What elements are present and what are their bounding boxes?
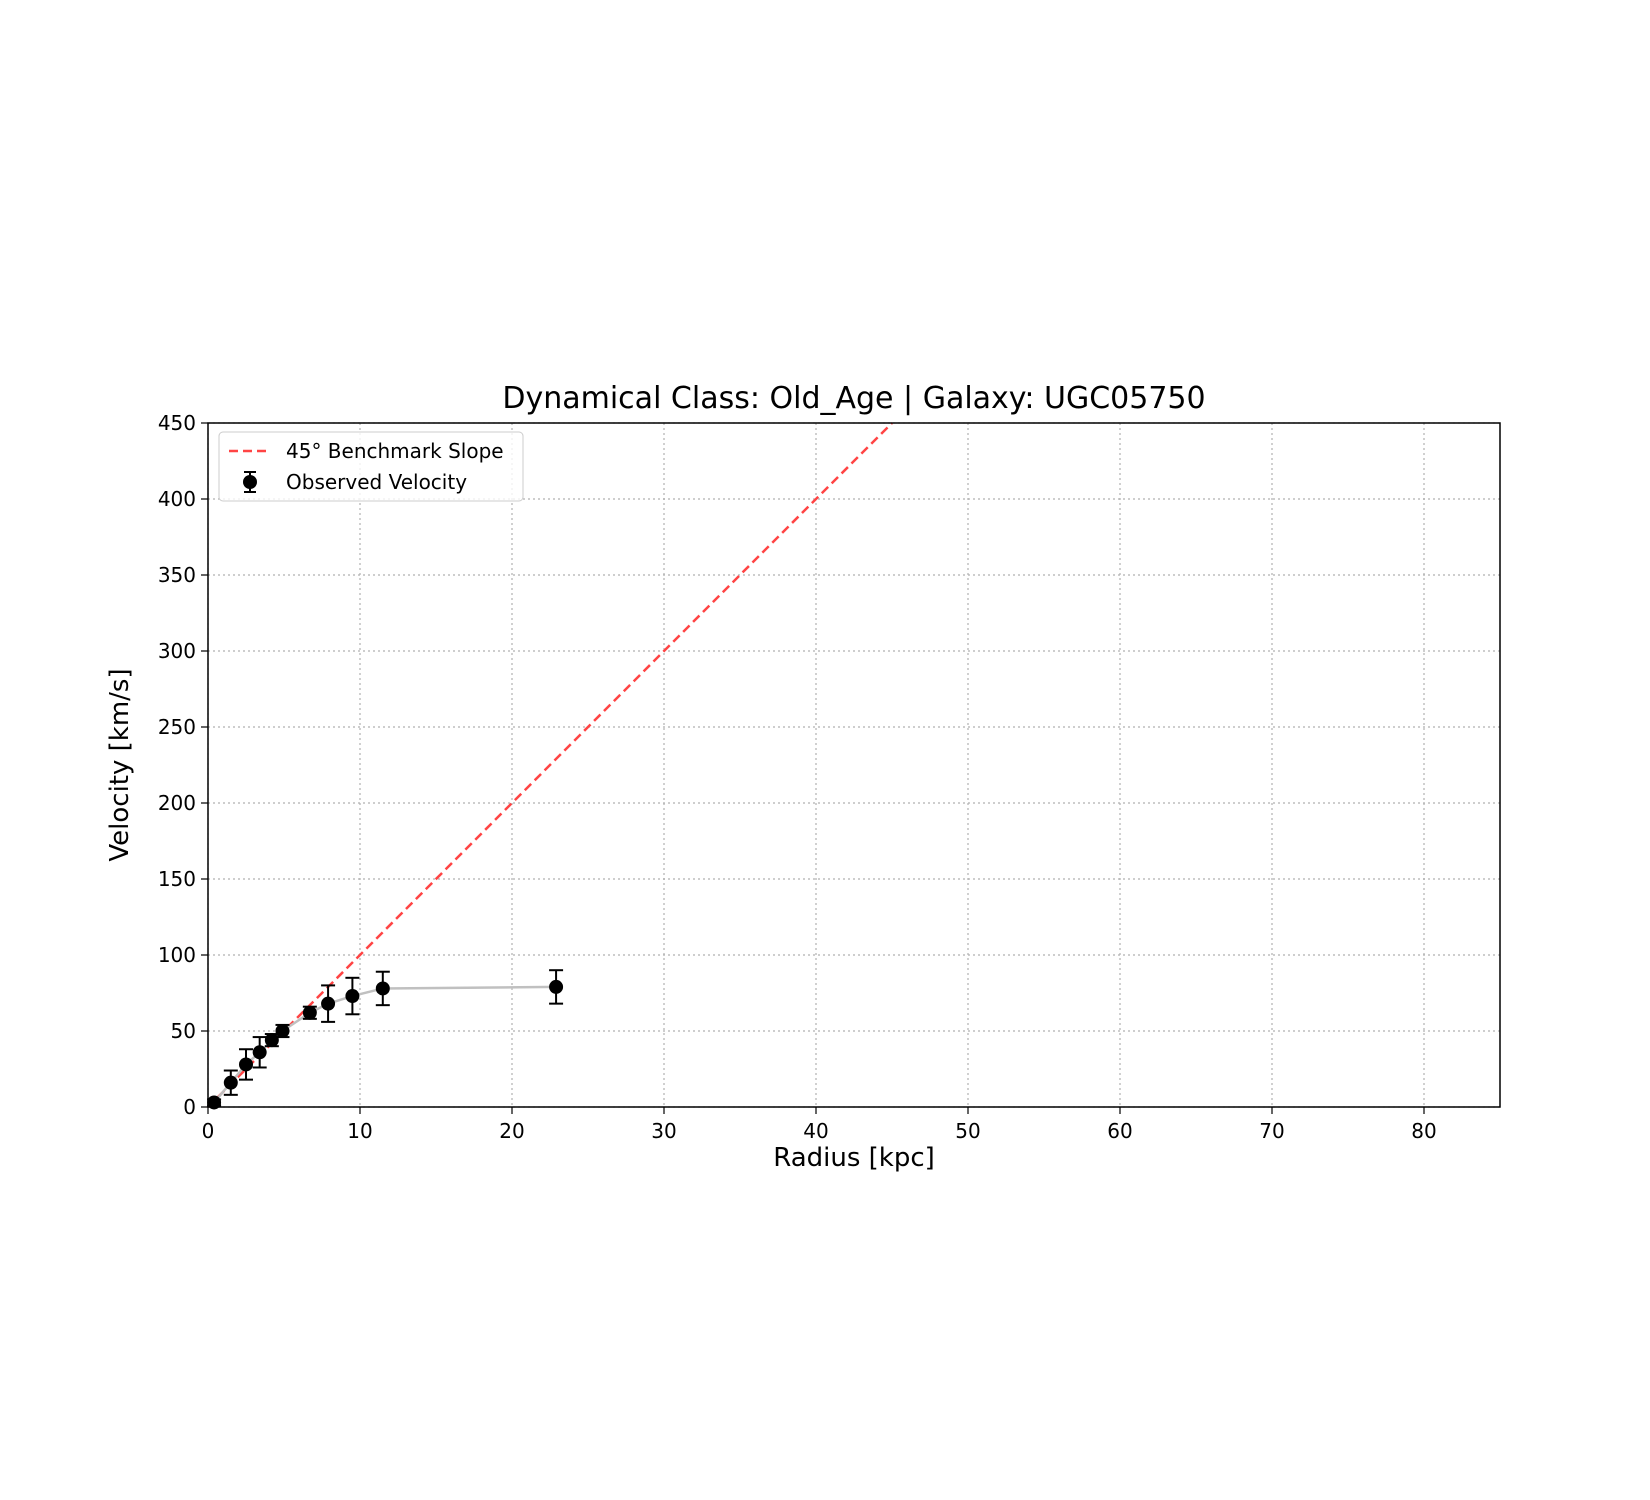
x-tick-label: 40 bbox=[803, 1119, 828, 1143]
benchmark-line bbox=[207, 422, 893, 1108]
x-tick-label: 30 bbox=[651, 1119, 676, 1143]
x-tick-label: 10 bbox=[347, 1119, 372, 1143]
y-tick-label: 450 bbox=[158, 411, 196, 435]
y-axis-label: Velocity [km/s] bbox=[105, 668, 135, 861]
y-tick-label: 350 bbox=[158, 563, 196, 587]
x-tick-label: 20 bbox=[499, 1119, 524, 1143]
y-tick-label: 400 bbox=[158, 487, 196, 511]
grid-layer bbox=[207, 422, 1500, 1108]
data-point bbox=[549, 979, 564, 994]
y-tick-label: 50 bbox=[171, 1019, 196, 1043]
y-tick-label: 200 bbox=[158, 791, 196, 815]
x-tick-label: 50 bbox=[955, 1119, 980, 1143]
data-point bbox=[264, 1033, 279, 1048]
legend-box bbox=[218, 431, 524, 502]
data-point bbox=[275, 1024, 290, 1038]
x-axis-label: Radius [kpc] bbox=[773, 1143, 935, 1173]
data-point bbox=[345, 989, 360, 1004]
y-tick-label: 250 bbox=[158, 715, 196, 739]
y-tick-label: 150 bbox=[158, 867, 196, 891]
legend-marker bbox=[243, 475, 257, 489]
data-point bbox=[375, 981, 390, 996]
data-point bbox=[239, 1057, 253, 1072]
data-point bbox=[302, 1005, 317, 1020]
legend-observed-swatch bbox=[243, 471, 257, 493]
data-point bbox=[223, 1075, 238, 1090]
x-tick-label: 0 bbox=[202, 1119, 215, 1143]
y-tick-label: 0 bbox=[183, 1095, 196, 1119]
plot-frame bbox=[207, 422, 1501, 1108]
y-tick-label: 300 bbox=[158, 639, 196, 663]
x-tick-label: 80 bbox=[1411, 1119, 1436, 1143]
benchmark-layer bbox=[207, 422, 893, 1108]
chart-title: Dynamical Class: Old_Age | Galaxy: UGC05… bbox=[502, 381, 1205, 416]
legend: 45° Benchmark Slope Observed Velocity bbox=[218, 431, 524, 502]
data-point bbox=[252, 1045, 267, 1060]
legend-benchmark-label: 45° Benchmark Slope bbox=[286, 439, 504, 463]
data-point bbox=[321, 996, 336, 1011]
legend-observed-label: Observed Velocity bbox=[286, 470, 467, 494]
data-layer bbox=[207, 969, 564, 1110]
x-tick-label: 60 bbox=[1107, 1119, 1132, 1143]
x-tick-label: 70 bbox=[1259, 1119, 1284, 1143]
y-tick-label: 100 bbox=[158, 943, 196, 967]
tick-layer: 0 10 20 30 40 50 60 70 80 0 50 100 150 200 250 300 350 40… bbox=[158, 411, 1437, 1143]
data-point bbox=[207, 1095, 222, 1110]
